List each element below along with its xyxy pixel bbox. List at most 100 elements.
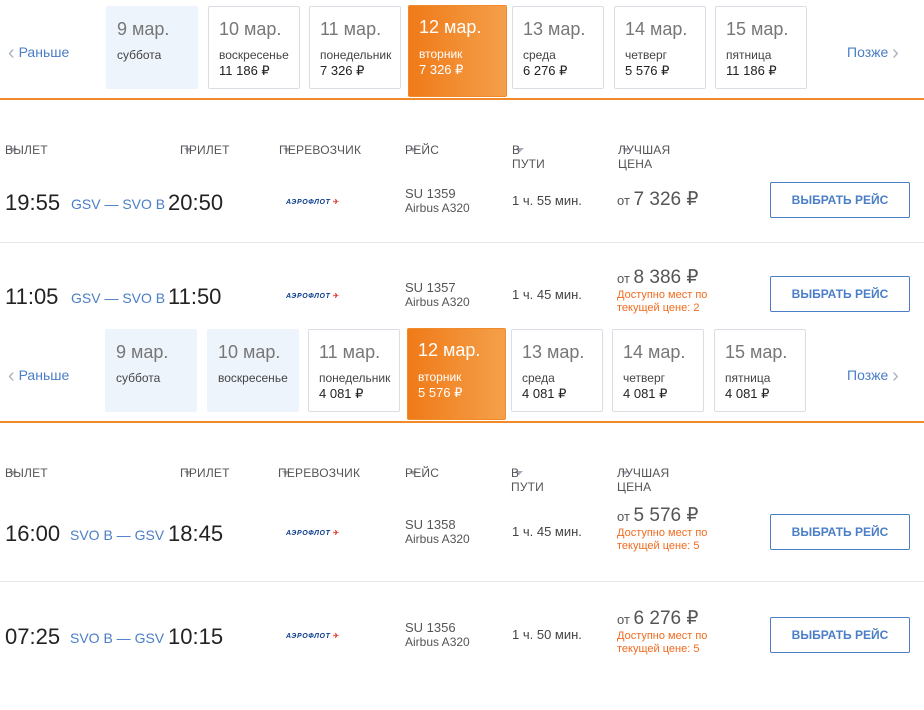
earlier-dates-button[interactable]: ‹ Раньше [8, 365, 70, 387]
route: GSV — SVO B [71, 290, 166, 306]
sort-arrow-icon [409, 471, 417, 475]
aircraft: Airbus A320 [405, 295, 470, 309]
select-flight-button[interactable]: ВЫБРАТЬ РЕЙС [770, 514, 910, 550]
date-selector-return: ‹ Раньше 9 мар. суббота 10 мар. воскресень… [0, 323, 924, 420]
flight-row: 19:55 GSV — SVO B 20:50 АЭРОФЛОТ ✈ SU 13… [0, 182, 924, 276]
price: от 5 576 ₽ [617, 505, 699, 526]
sort-arrival[interactable]: ПРИЛЕТ [180, 143, 230, 157]
aeroflot-logo: АЭРОФЛОТ ✈ [286, 530, 340, 537]
sort-arrow-icon [9, 471, 17, 475]
sort-duration[interactable]: В ПУТИ [511, 466, 545, 494]
sort-arrow-icon [184, 471, 192, 475]
route: SVO B — GSV [70, 527, 165, 543]
sort-carrier[interactable]: ПЕРЕВОЗЧИК [279, 143, 362, 157]
sort-flight[interactable]: РЕЙС [405, 466, 440, 480]
date-tab-15[interactable]: 15 мар. пятница 4 081 ₽ [714, 329, 806, 412]
aeroflot-wing-icon: ✈ [330, 293, 340, 300]
date-tab-15[interactable]: 15 мар. пятница 11 186 ₽ [715, 6, 807, 89]
duration: 1 ч. 45 мин. [512, 524, 582, 539]
aeroflot-wing-icon: ✈ [330, 199, 340, 206]
sort-arrow-icon [409, 148, 417, 152]
earlier-dates-button[interactable]: ‹ Раньше [8, 42, 70, 64]
flight-number: SU 1356 [405, 620, 456, 635]
sort-arrow-icon [622, 148, 630, 152]
date-tab-10[interactable]: 10 мар. воскресенье 11 186 ₽ [208, 6, 300, 89]
flight-row: 11:05 GSV — SVO B 11:50 АЭРОФЛОТ ✈ SU 13… [0, 267, 924, 370]
arrival-time: 11:50 [168, 284, 222, 309]
price: от 8 386 ₽ [617, 267, 699, 288]
date-tab-9: 9 мар. суббота [106, 6, 198, 89]
date-tab-13[interactable]: 13 мар. среда 4 081 ₽ [511, 329, 603, 412]
aeroflot-logo: АЭРОФЛОТ ✈ [286, 633, 340, 640]
chevron-left-icon: ‹ [8, 42, 15, 64]
arrival-time: 10:15 [168, 624, 224, 649]
select-flight-button[interactable]: ВЫБРАТЬ РЕЙС [770, 617, 910, 653]
date-bar-underline [0, 98, 924, 100]
sort-arrow-icon [621, 471, 629, 475]
flight-number: SU 1359 [405, 186, 456, 201]
sort-departure[interactable]: ВЫЛЕТ [5, 466, 48, 480]
route: SVO B — GSV [70, 630, 165, 646]
aircraft: Airbus A320 [405, 532, 470, 546]
select-flight-button[interactable]: ВЫБРАТЬ РЕЙС [770, 182, 910, 218]
date-tab-13[interactable]: 13 мар. среда 6 276 ₽ [512, 6, 604, 89]
duration: 1 ч. 45 мин. [512, 287, 582, 302]
row-divider [0, 581, 924, 582]
sort-arrow-icon [516, 148, 524, 152]
flight-number: SU 1358 [405, 517, 456, 532]
later-dates-button[interactable]: Позже › [847, 365, 899, 387]
date-selector-outbound: ‹ Раньше 9 мар. суббота 10 мар. воскресень… [0, 0, 924, 97]
chevron-left-icon: ‹ [8, 365, 15, 387]
sort-arrow-icon [184, 148, 192, 152]
sort-carrier[interactable]: ПЕРЕВОЗЧИК [278, 466, 361, 480]
sort-flight[interactable]: РЕЙС [405, 143, 440, 157]
date-tab-14[interactable]: 14 мар. четверг 5 576 ₽ [614, 6, 706, 89]
price: от 6 276 ₽ [617, 608, 699, 629]
table-header-return: ВЫЛЕТ ПРИЛЕТ ПЕРЕВОЗЧИК РЕЙС В ПУТИ ЛУЧШ… [0, 466, 924, 494]
flight-row: 16:00 SVO B — GSV 18:45 АЭРОФЛОТ ✈ SU 13… [0, 505, 924, 607]
flight-row: 07:25 SVO B — GSV 10:15 АЭРОФЛОТ ✈ SU 13… [0, 608, 924, 710]
sort-departure[interactable]: ВЫЛЕТ [5, 143, 48, 157]
price: от 7 326 ₽ [617, 189, 699, 210]
table-header-outbound: ВЫЛЕТ ПРИЛЕТ ПЕРЕВОЗЧИК РЕЙС В ПУТИ ЛУЧШ… [0, 143, 924, 171]
sort-price[interactable]: ЛУЧШАЯ ЦЕНА [618, 143, 671, 171]
seats-available-note: Доступно мест по текущей цене: 5 [617, 527, 708, 552]
aeroflot-wing-icon: ✈ [330, 530, 340, 537]
date-tab-12-selected[interactable]: 12 мар. вторник 5 576 ₽ [407, 328, 506, 420]
aeroflot-logo: АЭРОФЛОТ ✈ [286, 293, 340, 300]
sort-arrival[interactable]: ПРИЛЕТ [180, 466, 230, 480]
date-tab-11[interactable]: 11 мар. понедельник 4 081 ₽ [308, 329, 400, 412]
departure-time: 19:55 [5, 190, 61, 215]
seats-available-note: Доступно мест по текущей цене: 5 [617, 630, 708, 655]
sort-arrow-icon [282, 471, 290, 475]
arrival-time: 18:45 [168, 521, 224, 546]
aircraft: Airbus A320 [405, 201, 470, 215]
duration: 1 ч. 55 мин. [512, 193, 582, 208]
date-tab-12-selected[interactable]: 12 мар. вторник 7 326 ₽ [408, 5, 507, 97]
sort-arrow-icon [515, 471, 523, 475]
sort-arrow-icon [283, 148, 291, 152]
sort-price[interactable]: ЛУЧШАЯ ЦЕНА [617, 466, 670, 494]
duration: 1 ч. 50 мин. [512, 627, 582, 642]
select-flight-button[interactable]: ВЫБРАТЬ РЕЙС [770, 276, 910, 312]
route: GSV — SVO B [71, 196, 166, 212]
date-bar-underline [0, 421, 924, 423]
seats-available-note: Доступно мест по текущей цене: 2 [617, 289, 708, 314]
sort-duration[interactable]: В ПУТИ [512, 143, 546, 171]
departure-time: 16:00 [5, 521, 61, 546]
date-tab-14[interactable]: 14 мар. четверг 4 081 ₽ [612, 329, 704, 412]
flight-number: SU 1357 [405, 280, 456, 295]
date-tab-9: 9 мар. суббота [105, 329, 197, 412]
departure-time: 07:25 [5, 624, 61, 649]
aeroflot-wing-icon: ✈ [330, 633, 340, 640]
aeroflot-logo: АЭРОФЛОТ ✈ [286, 199, 340, 206]
arrival-time: 20:50 [168, 190, 224, 215]
later-dates-button[interactable]: Позже › [847, 42, 899, 64]
date-tab-10: 10 мар. воскресенье [207, 329, 299, 412]
row-divider [0, 242, 924, 243]
date-tab-11[interactable]: 11 мар. понедельник 7 326 ₽ [309, 6, 401, 89]
chevron-right-icon: › [892, 42, 899, 64]
sort-arrow-icon [9, 148, 17, 152]
chevron-right-icon: › [892, 365, 899, 387]
departure-time: 11:05 [5, 284, 59, 309]
